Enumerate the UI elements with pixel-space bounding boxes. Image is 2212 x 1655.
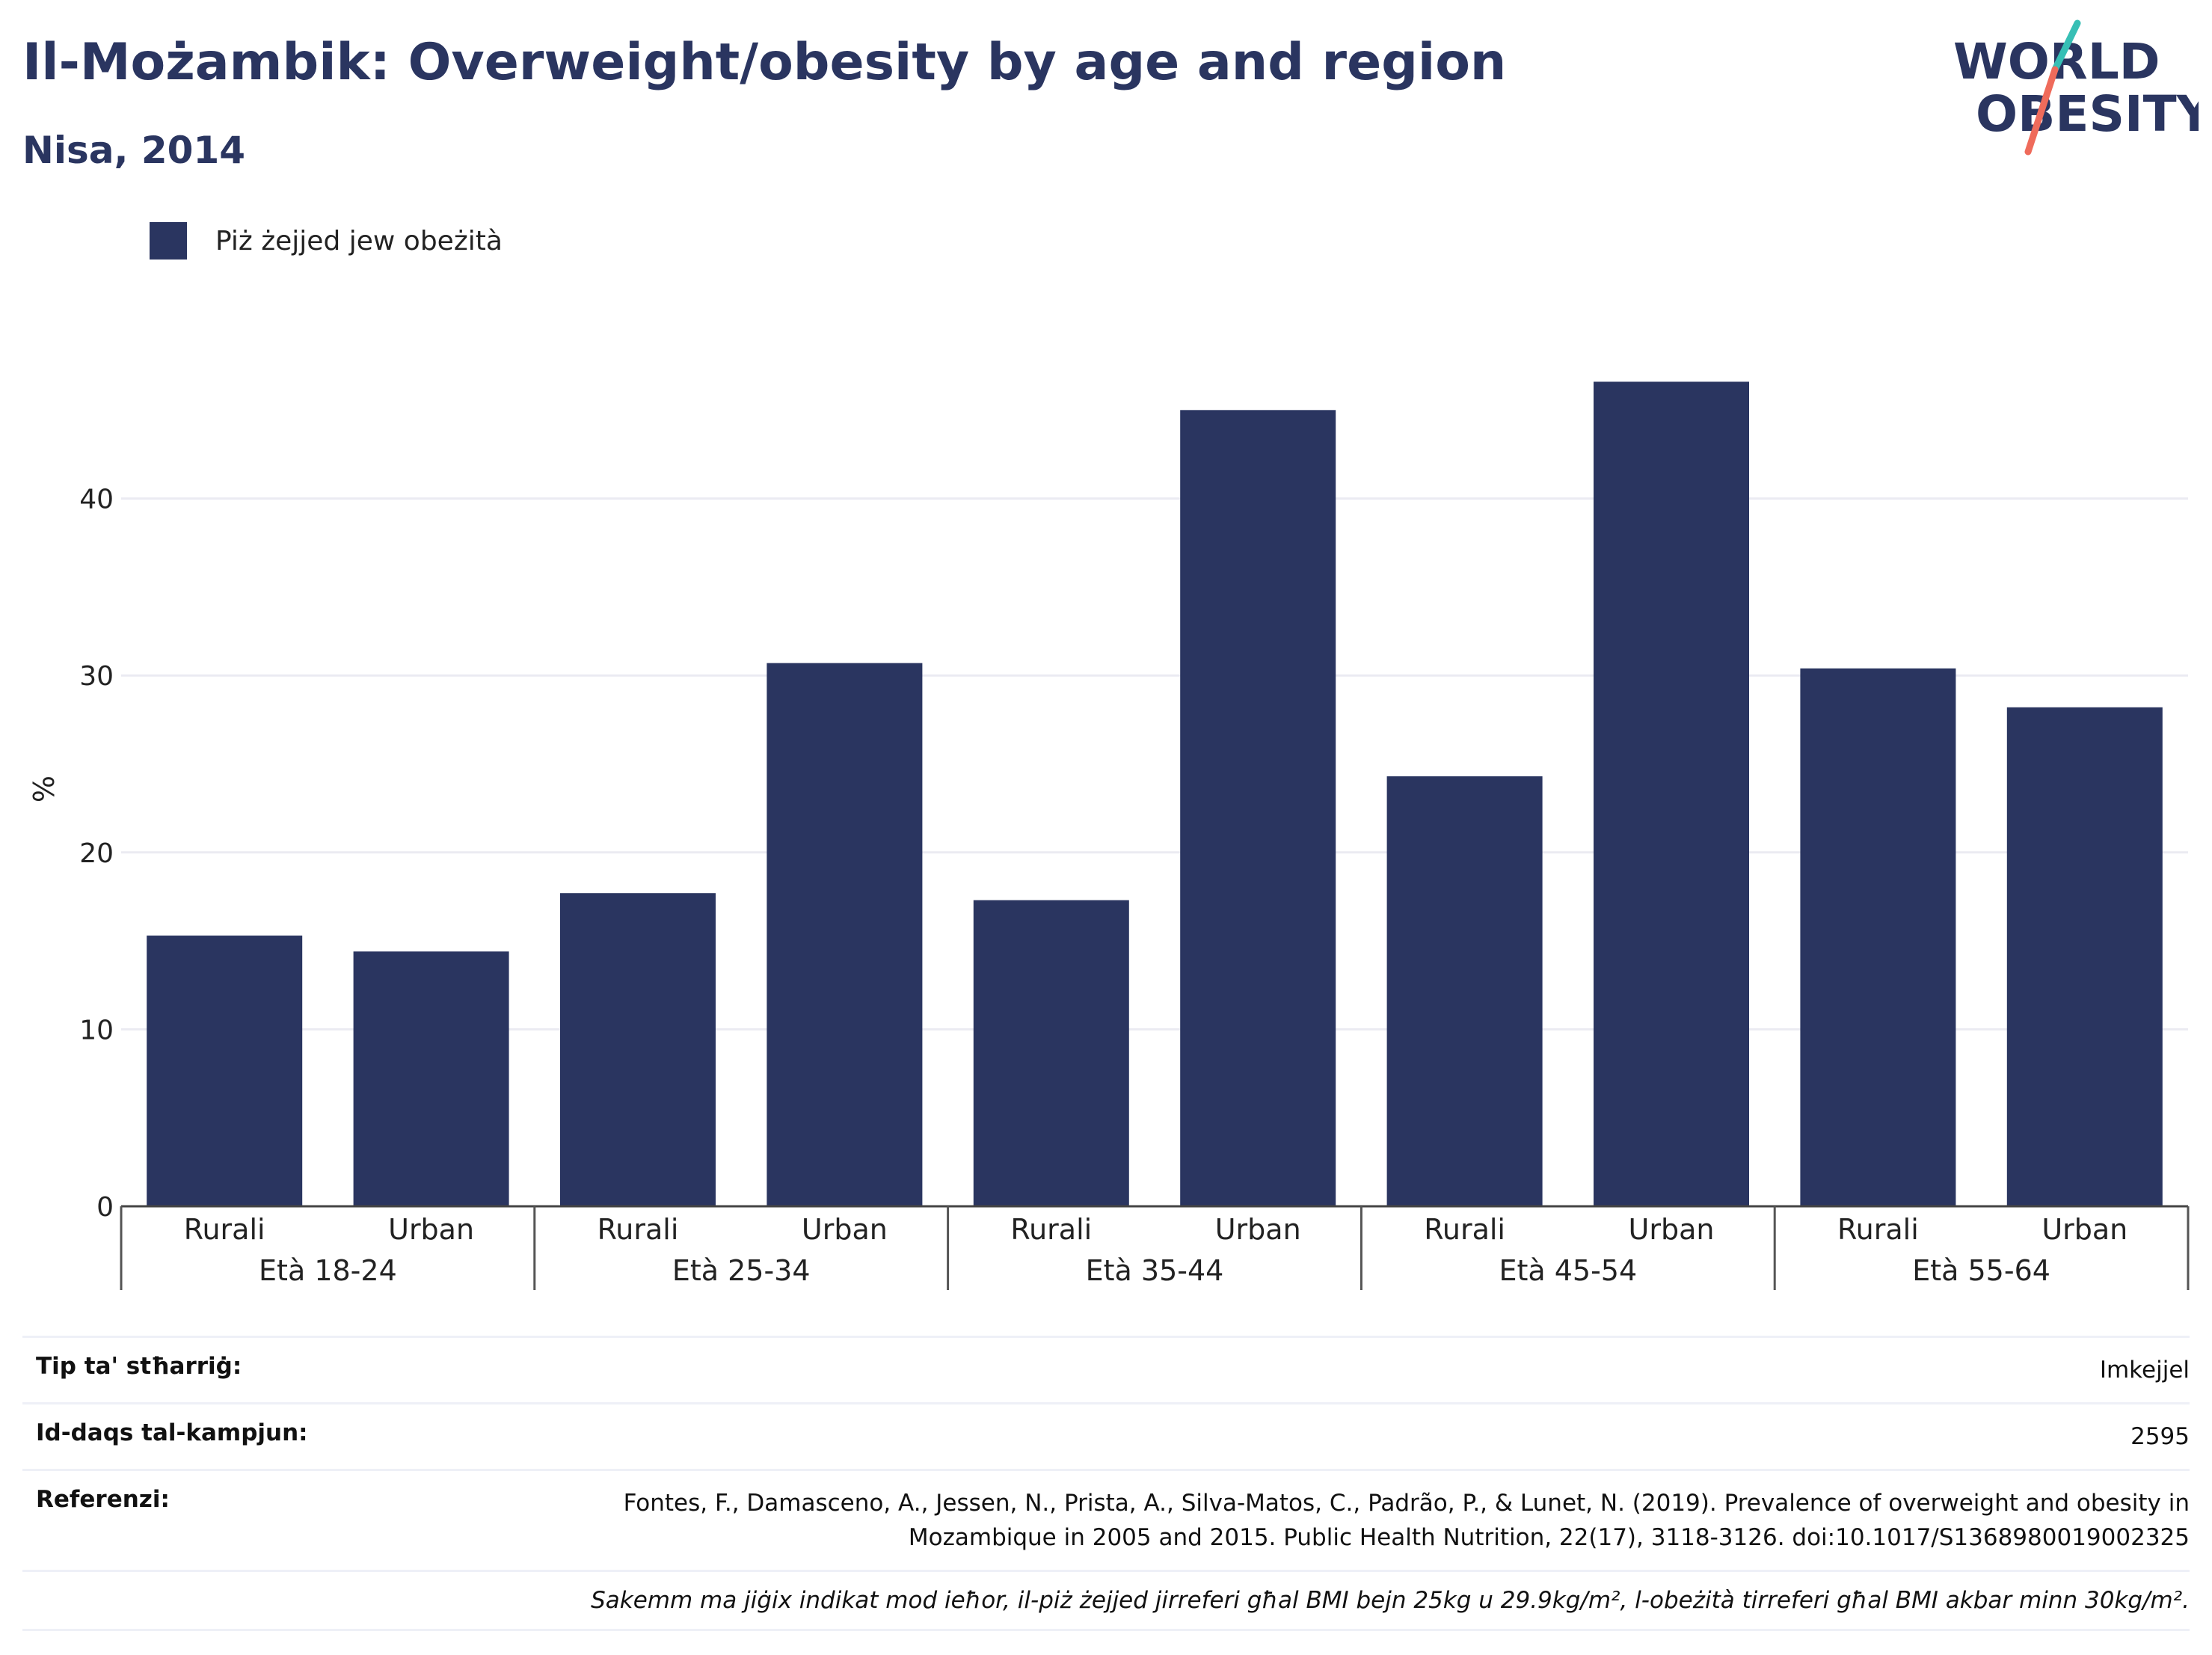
references-label: Referenzi:: [36, 1486, 170, 1513]
world-obesity-logo: WORLD OBESITY: [1953, 19, 2199, 156]
x-category-label: Rurali: [597, 1213, 679, 1246]
survey-type-value: Imkejjel: [2099, 1357, 2190, 1384]
info-row-references: Referenzi: Fontes, F., Damasceno, A., Je…: [22, 1469, 2190, 1570]
legend-swatch: [150, 222, 187, 260]
x-category-label: Rurali: [1424, 1213, 1505, 1246]
bar: [560, 893, 716, 1206]
y-tick-label: 0: [96, 1192, 114, 1223]
bar: [353, 951, 509, 1206]
x-category-label: Rurali: [1010, 1213, 1092, 1246]
x-category-label: Rurali: [1837, 1213, 1919, 1246]
x-group-label: Età 18-24: [259, 1254, 397, 1287]
bar: [766, 663, 923, 1206]
references-value[interactable]: Fontes, F., Damasceno, A., Jessen, N., P…: [624, 1486, 2190, 1555]
bar: [1594, 381, 1749, 1207]
logo-line-obesity: OBESITY: [1976, 85, 2199, 143]
x-category-label: Urban: [2042, 1213, 2127, 1246]
logo-slash-teal: [2051, 19, 2081, 73]
x-category-label: Rurali: [184, 1213, 265, 1246]
sample-size-value: 2595: [2130, 1423, 2190, 1450]
info-table: Tip ta' stħarriġ: Imkejjel Id-daqs tal-k…: [22, 1336, 2190, 1631]
x-group-label: Età 55-64: [1912, 1254, 2050, 1287]
chart-title: Il-Możambik: Overweight/obesity by age a…: [22, 33, 1507, 92]
bar: [2006, 707, 2163, 1206]
references-line-1: Fontes, F., Damasceno, A., Jessen, N., P…: [623, 1490, 2190, 1517]
bar: [1800, 668, 1956, 1206]
x-category-label: Urban: [1215, 1213, 1301, 1246]
logo-slash-coral: [2024, 66, 2059, 156]
legend-label: Piż żejjed jew obeżità: [215, 225, 503, 257]
y-tick-label: 20: [79, 838, 114, 869]
x-group-label: Età 45-54: [1499, 1254, 1637, 1287]
x-group-label: Età 35-44: [1086, 1254, 1224, 1287]
bar: [1386, 776, 1543, 1206]
x-category-label: Urban: [388, 1213, 474, 1246]
bmi-note: Sakemm ma jiġix indikat mod ieħor, il-pi…: [22, 1570, 2190, 1631]
chart-subtitle: Nisa, 2014: [22, 129, 246, 172]
y-tick-label: 30: [79, 661, 114, 692]
bar: [973, 900, 1129, 1206]
chart-legend[interactable]: Piż żejjed jew obeżità: [150, 221, 503, 260]
x-group-label: Età 25-34: [672, 1254, 811, 1287]
info-row-sample-size: Id-daqs tal-kampjun: 2595: [22, 1402, 2190, 1469]
references-line-2: Mozambique in 2005 and 2015. Public Heal…: [908, 1524, 2190, 1551]
x-category-label: Urban: [1629, 1213, 1715, 1246]
bar-chart: 0 10 20 30 40% Rurali Urban Età 18-24 Rurali Urba…: [28, 381, 2190, 1290]
survey-type-label: Tip ta' stħarriġ:: [36, 1353, 242, 1380]
y-tick-label: 10: [79, 1015, 114, 1045]
bar: [1180, 410, 1336, 1206]
x-category-label: Urban: [802, 1213, 888, 1246]
sample-size-label: Id-daqs tal-kampjun:: [36, 1419, 308, 1446]
y-tick-label: 40: [79, 485, 114, 515]
bar: [147, 936, 303, 1206]
info-row-survey-type: Tip ta' stħarriġ: Imkejjel: [22, 1336, 2190, 1402]
y-axis-label: %: [28, 776, 61, 802]
